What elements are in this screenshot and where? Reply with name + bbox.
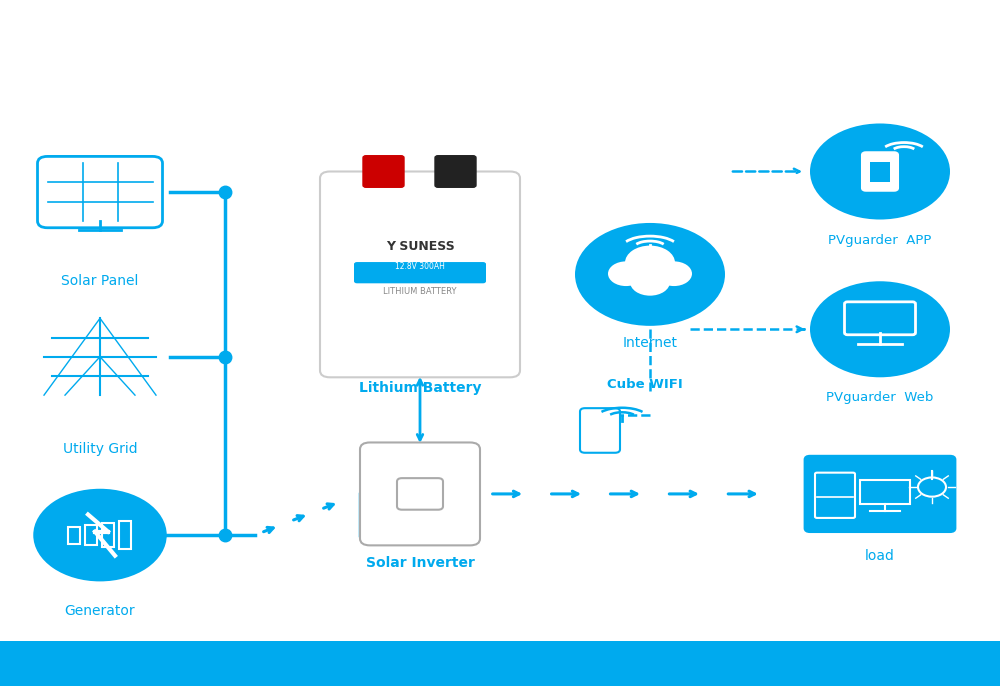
FancyBboxPatch shape — [363, 156, 404, 187]
Text: 12.8V 300AH: 12.8V 300AH — [395, 261, 445, 271]
Text: PVguarder  Web: PVguarder Web — [826, 392, 934, 404]
Text: Lithium Battery: Lithium Battery — [359, 381, 481, 394]
Text: Solar Panel: Solar Panel — [61, 274, 139, 288]
Circle shape — [35, 490, 165, 580]
FancyBboxPatch shape — [435, 156, 476, 187]
Circle shape — [608, 261, 644, 286]
Text: PVguarder  APP: PVguarder APP — [828, 234, 932, 246]
Text: LITHIUM BATTERY: LITHIUM BATTERY — [383, 287, 457, 296]
Text: Utility Grid: Utility Grid — [63, 442, 137, 456]
Bar — [119, 521, 131, 549]
Bar — [102, 523, 114, 547]
Circle shape — [575, 223, 725, 326]
FancyBboxPatch shape — [862, 152, 898, 191]
FancyBboxPatch shape — [580, 408, 620, 453]
FancyBboxPatch shape — [320, 172, 520, 377]
Bar — [852, 307, 908, 329]
Text: load: load — [865, 549, 895, 563]
FancyBboxPatch shape — [354, 262, 486, 283]
Circle shape — [630, 268, 670, 296]
Circle shape — [810, 281, 950, 377]
Bar — [0, 641, 1000, 686]
Text: Cube WIFI: Cube WIFI — [607, 378, 683, 390]
FancyBboxPatch shape — [844, 302, 916, 335]
FancyBboxPatch shape — [360, 442, 480, 545]
Circle shape — [625, 246, 675, 280]
Bar — [870, 162, 890, 182]
Text: Solar Inverter: Solar Inverter — [366, 556, 474, 569]
Bar — [85, 525, 97, 545]
Text: Y SUNESS: Y SUNESS — [386, 241, 454, 253]
Text: Generator: Generator — [65, 604, 135, 617]
Circle shape — [656, 261, 692, 286]
Text: Internet: Internet — [622, 336, 678, 350]
Bar — [68, 527, 80, 543]
FancyBboxPatch shape — [397, 478, 443, 510]
Circle shape — [810, 123, 950, 220]
Bar — [860, 480, 910, 504]
FancyBboxPatch shape — [805, 456, 955, 532]
